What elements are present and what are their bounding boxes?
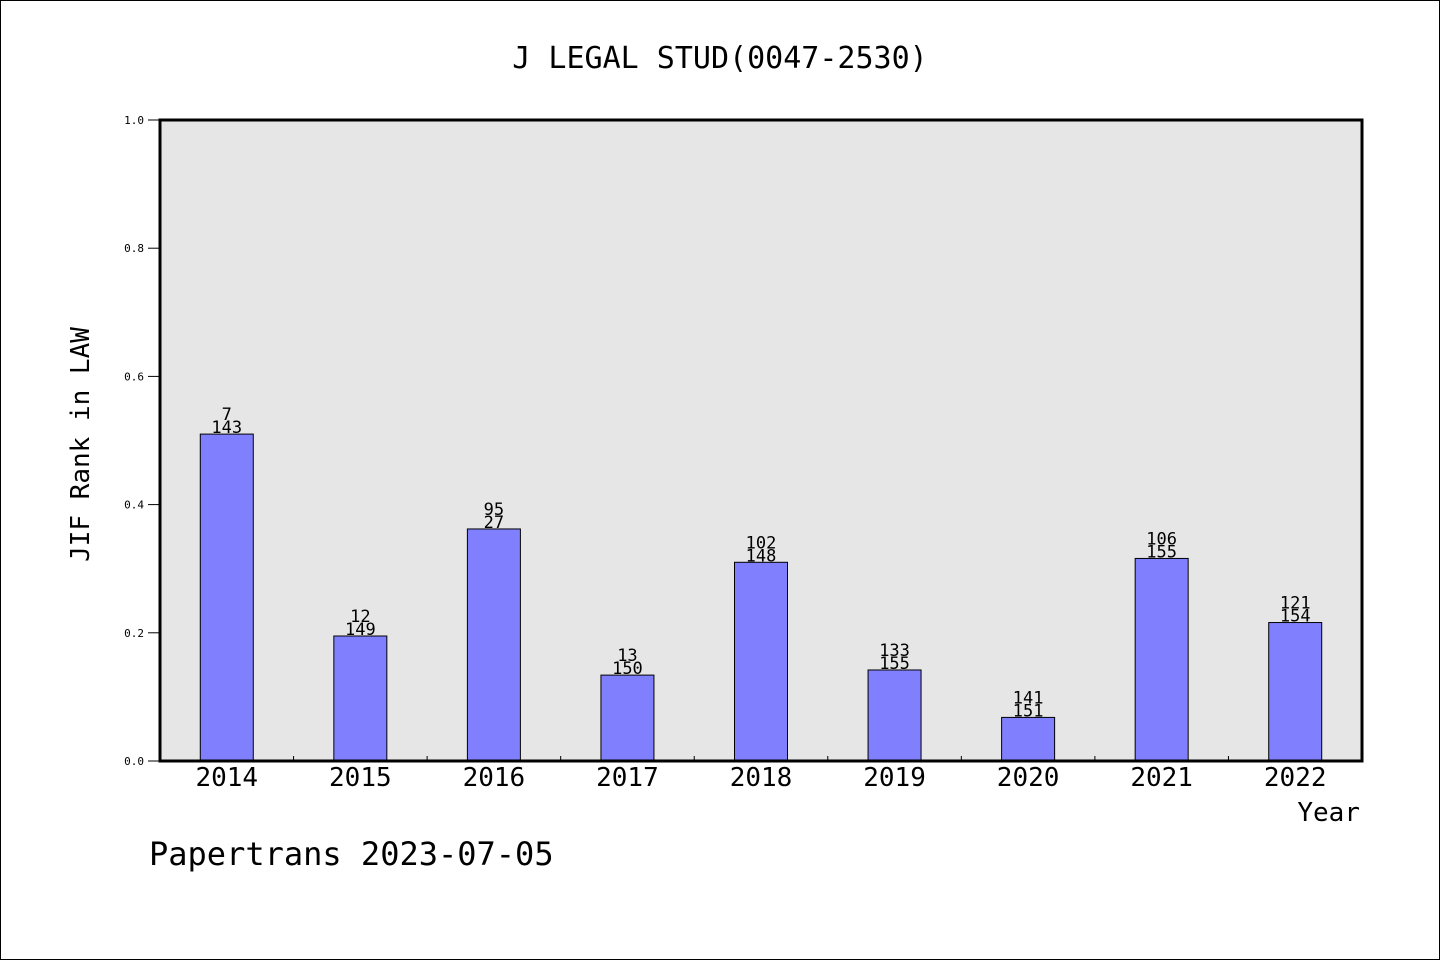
bar-2019 (867, 669, 922, 762)
x-tick-label-2015: 2015 (329, 763, 392, 793)
y-tick-label-1.0: 1.0 (124, 114, 144, 127)
bar-2016 (466, 528, 521, 762)
bar-label-top-2018: 102 (746, 533, 777, 553)
x-tick-label-2017: 2017 (596, 763, 659, 793)
bars-layer: 7143121499527131501021481331551411511061… (199, 405, 1323, 762)
y-tick-label-0.2: 0.2 (124, 627, 144, 640)
bar-label-top-2022: 121 (1280, 594, 1311, 614)
x-tick-label-2022: 2022 (1264, 763, 1327, 793)
bar-label-top-2020: 141 (1013, 688, 1044, 708)
y-tick-label-0.8: 0.8 (124, 242, 144, 255)
bar-label-bottom-2022: 154 (1280, 607, 1311, 627)
chart-title: J LEGAL STUD(0047-2530) (512, 41, 927, 76)
bar-label-bottom-2014: 143 (211, 418, 242, 438)
x-tick-label-2020: 2020 (997, 763, 1060, 793)
x-tick-label-2019: 2019 (863, 763, 926, 793)
axis-ticks: 2014 2015 2016 2017 2018 2019 2020 2021 2022 0.0 0… (124, 114, 1326, 793)
x-tick-label-2021: 2021 (1130, 763, 1193, 793)
bar-label-bottom-2021: 155 (1146, 542, 1177, 562)
bar-label-bottom-2015: 149 (345, 620, 376, 640)
bar-2021 (1134, 557, 1189, 762)
bar-2022 (1268, 622, 1323, 762)
y-tick-label-0.4: 0.4 (124, 499, 144, 512)
bar-label-top-2014: 7 (222, 405, 232, 425)
bar-2015 (333, 635, 388, 762)
bar-label-top-2015: 12 (350, 607, 370, 627)
x-tick-label-2018: 2018 (730, 763, 793, 793)
bar-label-bottom-2020: 151 (1013, 701, 1044, 721)
bar-label-bottom-2018: 148 (746, 546, 777, 566)
y-tick-label-0.0: 0.0 (124, 755, 144, 768)
bar-2018 (734, 561, 788, 762)
y-tick-label-0.6: 0.6 (124, 370, 144, 383)
bar-label-top-2019: 133 (879, 641, 910, 661)
x-tick-label-2016: 2016 (463, 763, 526, 793)
bar-2017 (600, 674, 655, 762)
plot-border (158, 118, 1364, 763)
bar-label-bottom-2019: 155 (879, 654, 910, 674)
x-axis-label: Year (1297, 798, 1360, 828)
bar-label-top-2017: 13 (617, 646, 637, 666)
x-tick-label-2014: 2014 (195, 763, 258, 793)
y-axis-label: JIF Rank in LAW (66, 327, 96, 562)
bar-label-top-2016: 95 (484, 500, 504, 520)
bar-label-bottom-2017: 150 (612, 659, 643, 679)
bar-label-bottom-2016: 27 (484, 513, 504, 533)
bar-2014 (199, 433, 254, 762)
bar-2020 (1001, 716, 1056, 762)
footer-watermark: Papertrans 2023-07-05 (149, 835, 554, 873)
bar-label-top-2021: 106 (1146, 529, 1177, 549)
